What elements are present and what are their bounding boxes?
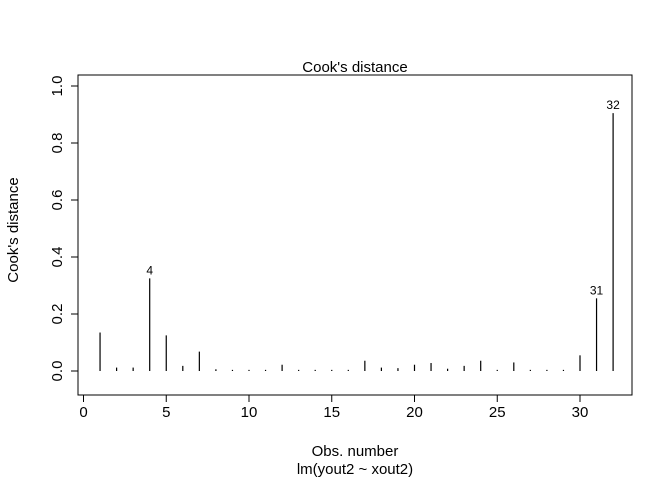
x-tick-label: 25 [489,404,506,421]
model-formula-label: lm(yout2 ~ xout2) [297,461,413,478]
chart-title: Cook's distance [302,59,407,76]
point-label: 31 [590,283,604,297]
y-tick-label: 0.8 [49,133,66,154]
x-axis: 0 5 10 15 20 25 30 [79,394,589,421]
x-axis-label: Obs. number [312,443,399,460]
bars [99,113,614,371]
point-label: 4 [146,263,153,277]
y-tick-label: 0.0 [49,361,66,382]
y-tick-label: 0.2 [49,304,66,325]
x-tick-label: 15 [323,404,340,421]
point-label: 32 [606,98,620,112]
y-tick-label: 0.6 [49,190,66,211]
x-tick-label: 5 [162,404,170,421]
y-axis-label: Cook's distance [5,177,22,282]
y-tick-label: 1.0 [49,76,66,97]
x-tick-label: 0 [79,404,87,421]
x-tick-label: 30 [572,404,589,421]
y-axis: 0.0 0.2 0.4 0.6 0.8 1.0 [49,76,79,382]
x-tick-label: 20 [406,404,423,421]
y-tick-label: 0.4 [49,247,66,268]
point-labels: 4 31 32 [146,98,620,297]
x-tick-label: 10 [241,404,258,421]
